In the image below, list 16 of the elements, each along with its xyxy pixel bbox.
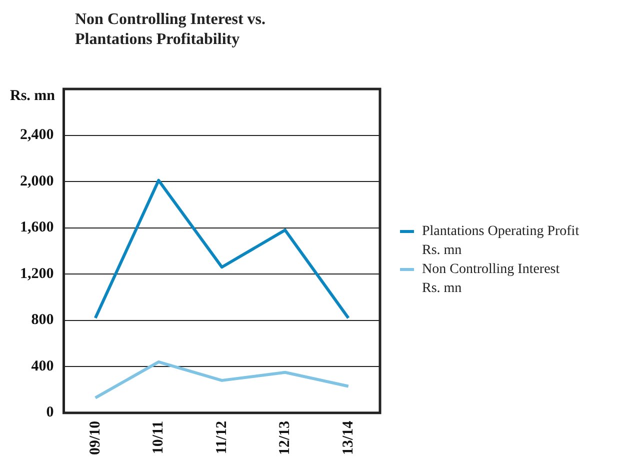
- y-tick-label: 800: [31, 312, 54, 328]
- x-tick-label: 10/11: [150, 420, 166, 454]
- y-tick-label: 2,000: [20, 173, 54, 190]
- x-tick-label: 12/13: [277, 420, 293, 456]
- y-tick-label: 400: [31, 358, 54, 374]
- y-axis-title: Rs. mn: [10, 88, 56, 105]
- x-tick-label: 09/10: [87, 420, 104, 456]
- y-tick-label: 1,600: [20, 220, 54, 236]
- y-tick-label: 0: [46, 404, 54, 421]
- chart-title: Non Controlling Interest vs. Plantations Profitability: [75, 10, 266, 50]
- y-tick-label: 2,400: [20, 127, 54, 144]
- legend-label: Non Controlling Interest Rs. mn: [422, 261, 560, 298]
- y-tick-label: 1,200: [20, 266, 54, 282]
- x-tick-label: 13/14: [340, 420, 356, 456]
- legend-label: Plantations Operating Profit Rs. mn: [422, 223, 580, 260]
- x-tick-label: 11/12: [214, 420, 230, 454]
